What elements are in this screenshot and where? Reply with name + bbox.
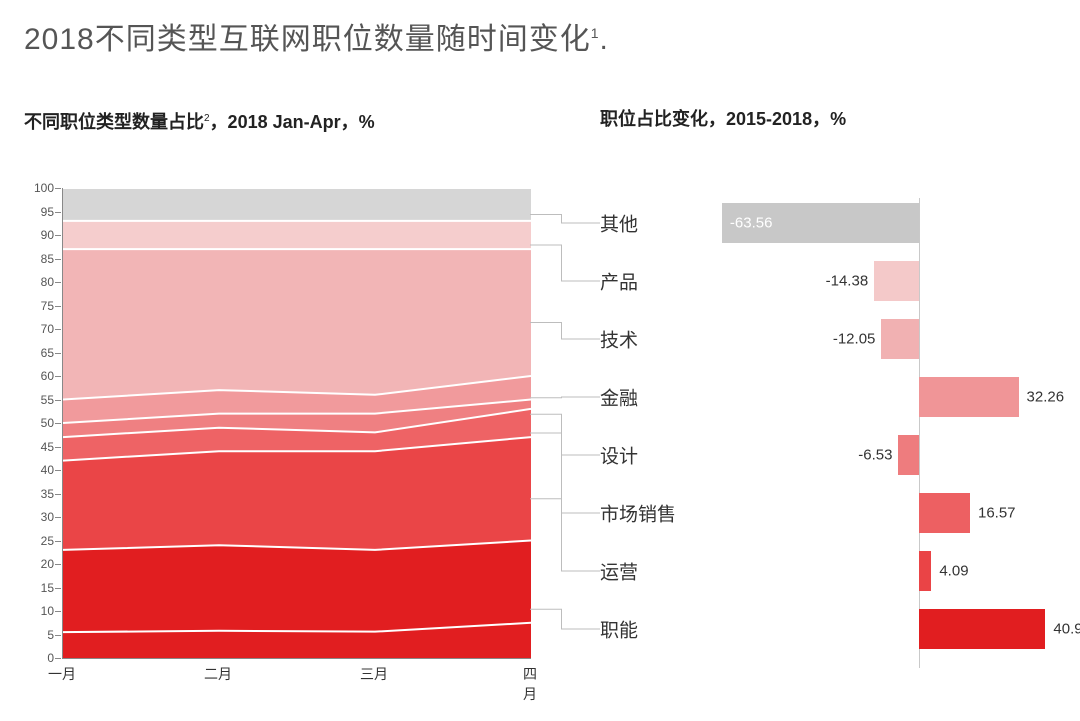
area-y-tick <box>55 494 61 495</box>
area-y-tick-label: 30 <box>41 510 54 524</box>
bar-value-职能: 40.93 <box>1053 621 1080 638</box>
left-subtitle: 不同职位类型数量占比2，2018 Jan-Apr，% <box>24 108 375 134</box>
area-y-tick-label: 25 <box>41 534 54 548</box>
area-y-tick-label: 55 <box>41 393 54 407</box>
leader-line-金融 <box>530 397 600 398</box>
area-y-axis: 0510152025303540455055606570758085909510… <box>24 188 58 658</box>
category-labels: 其他产品技术金融设计市场销售运营职能 <box>600 198 696 668</box>
area-y-tick-label: 90 <box>41 228 54 242</box>
area-y-tick-label: 10 <box>41 604 54 618</box>
category-label-其他: 其他 <box>600 210 638 237</box>
area-x-tick-label: 三月 <box>360 664 388 684</box>
area-y-tick-label: 45 <box>41 440 54 454</box>
bar-value-设计: -6.53 <box>858 447 892 464</box>
bar-value-技术: -12.05 <box>833 331 876 348</box>
area-y-tick-label: 65 <box>41 346 54 360</box>
right-subtitle: 职位占比变化，2015-2018，% <box>600 108 860 131</box>
area-y-tick-label: 40 <box>41 463 54 477</box>
area-band-其他 <box>63 188 531 221</box>
area-y-tick <box>55 611 61 612</box>
area-x-tick-label: 一月 <box>48 664 76 684</box>
leader-line-运营 <box>530 499 600 571</box>
area-band-技术 <box>63 249 531 399</box>
area-y-tick <box>55 376 61 377</box>
area-y-tick <box>55 353 61 354</box>
bar-value-市场销售: 16.57 <box>978 505 1016 522</box>
area-y-tick <box>55 306 61 307</box>
leader-line-技术 <box>530 323 600 339</box>
leader-line-其他 <box>530 214 600 223</box>
left-subtitle-suffix: ，2018 Jan-Apr，% <box>210 112 375 132</box>
area-y-tick-label: 85 <box>41 252 54 266</box>
diverging-bar-chart: -63.56-14.38-12.0532.26-6.5316.574.0940.… <box>702 198 1058 668</box>
bar-产品 <box>874 261 919 301</box>
area-y-tick-label: 70 <box>41 322 54 336</box>
area-y-tick <box>55 259 61 260</box>
area-y-tick-label: 0 <box>47 651 54 665</box>
area-y-tick <box>55 635 61 636</box>
area-y-tick <box>55 447 61 448</box>
bar-value-其他: -63.56 <box>730 215 773 232</box>
main-title-suffix: . <box>600 23 609 56</box>
area-y-tick-label: 75 <box>41 299 54 313</box>
bar-value-金融: 32.26 <box>1027 389 1065 406</box>
area-y-tick <box>55 588 61 589</box>
area-y-tick-label: 35 <box>41 487 54 501</box>
area-plot <box>62 188 531 659</box>
category-label-设计: 设计 <box>600 442 638 469</box>
area-band-产品 <box>63 221 531 249</box>
category-label-技术: 技术 <box>600 326 638 353</box>
category-label-职能: 职能 <box>600 616 638 643</box>
area-y-tick-label: 100 <box>34 181 54 195</box>
leader-line-设计 <box>530 414 600 455</box>
stacked-area-chart: 0510152025303540455055606570758085909510… <box>24 188 560 678</box>
area-y-tick-label: 80 <box>41 275 54 289</box>
bar-技术 <box>881 319 918 359</box>
bar-金融 <box>919 377 1019 417</box>
area-y-tick-label: 60 <box>41 369 54 383</box>
area-y-tick <box>55 329 61 330</box>
area-y-tick-label: 50 <box>41 416 54 430</box>
area-y-tick <box>55 188 61 189</box>
main-title-text: 2018不同类型互联网职位数量随时间变化 <box>24 23 591 56</box>
left-subtitle-text: 不同职位类型数量占比 <box>24 112 204 132</box>
category-label-运营: 运营 <box>600 558 638 585</box>
area-y-tick <box>55 517 61 518</box>
area-x-tick-label: 二月 <box>204 664 232 684</box>
right-subtitle-text: 职位占比变化，2015-2018，% <box>600 109 846 129</box>
area-y-tick <box>55 212 61 213</box>
bar-zero-line <box>919 198 920 668</box>
leader-lines <box>530 198 600 668</box>
leader-line-职能 <box>530 609 600 629</box>
bar-市场销售 <box>919 493 970 533</box>
area-y-tick-label: 5 <box>47 628 54 642</box>
leader-line-市场销售 <box>530 433 600 513</box>
area-x-axis: 一月二月三月四月 <box>62 660 530 682</box>
area-y-tick <box>55 423 61 424</box>
area-y-tick <box>55 470 61 471</box>
area-y-tick <box>55 541 61 542</box>
bar-设计 <box>898 435 918 475</box>
bar-value-产品: -14.38 <box>826 273 869 290</box>
area-band-职能 <box>63 541 531 659</box>
area-y-tick-label: 95 <box>41 205 54 219</box>
main-title: 2018不同类型互联网职位数量随时间变化1. <box>24 14 609 58</box>
category-label-市场销售: 市场销售 <box>600 500 676 527</box>
area-y-tick <box>55 564 61 565</box>
area-x-tick-label: 四月 <box>523 664 537 704</box>
area-y-tick-label: 15 <box>41 581 54 595</box>
bar-value-运营: 4.09 <box>939 563 968 580</box>
area-y-tick <box>55 235 61 236</box>
area-y-tick-label: 20 <box>41 557 54 571</box>
leader-line-产品 <box>530 245 600 281</box>
bar-职能 <box>919 609 1046 649</box>
bar-运营 <box>919 551 932 591</box>
area-y-tick <box>55 400 61 401</box>
main-title-sup: 1 <box>591 25 600 41</box>
area-y-tick <box>55 282 61 283</box>
category-label-金融: 金融 <box>600 384 638 411</box>
area-y-tick <box>55 658 61 659</box>
category-label-产品: 产品 <box>600 268 638 295</box>
